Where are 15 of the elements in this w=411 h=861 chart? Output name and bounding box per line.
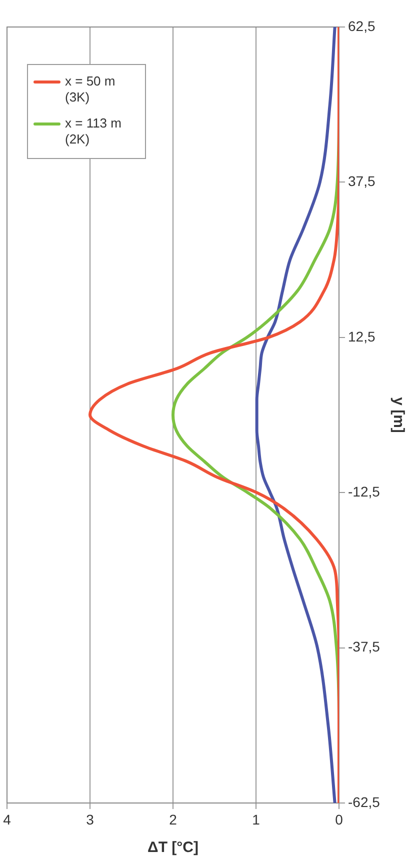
x-tick-label: 1 [252,811,260,828]
y-tick-label: -37,5 [348,638,380,655]
x-tick-label: 2 [169,811,178,828]
x-tick-label: 3 [86,811,94,828]
y-tick-label: -62,5 [348,794,380,810]
y-axis-title: y [m] [390,397,407,433]
y-tick-label: -12,5 [348,483,380,500]
y-tick-label: 37,5 [348,173,376,190]
x-tick-label: 0 [335,811,344,828]
legend-label: x = 50 m (3K) [65,74,116,105]
x-axis-title: ΔT [°C] [148,839,198,856]
x-tick-label: 4 [3,811,12,828]
legend-label: x = 113 m (2K) [65,116,122,147]
y-tick-label: 62,5 [348,18,376,34]
y-tick-label: 12,5 [348,328,376,344]
